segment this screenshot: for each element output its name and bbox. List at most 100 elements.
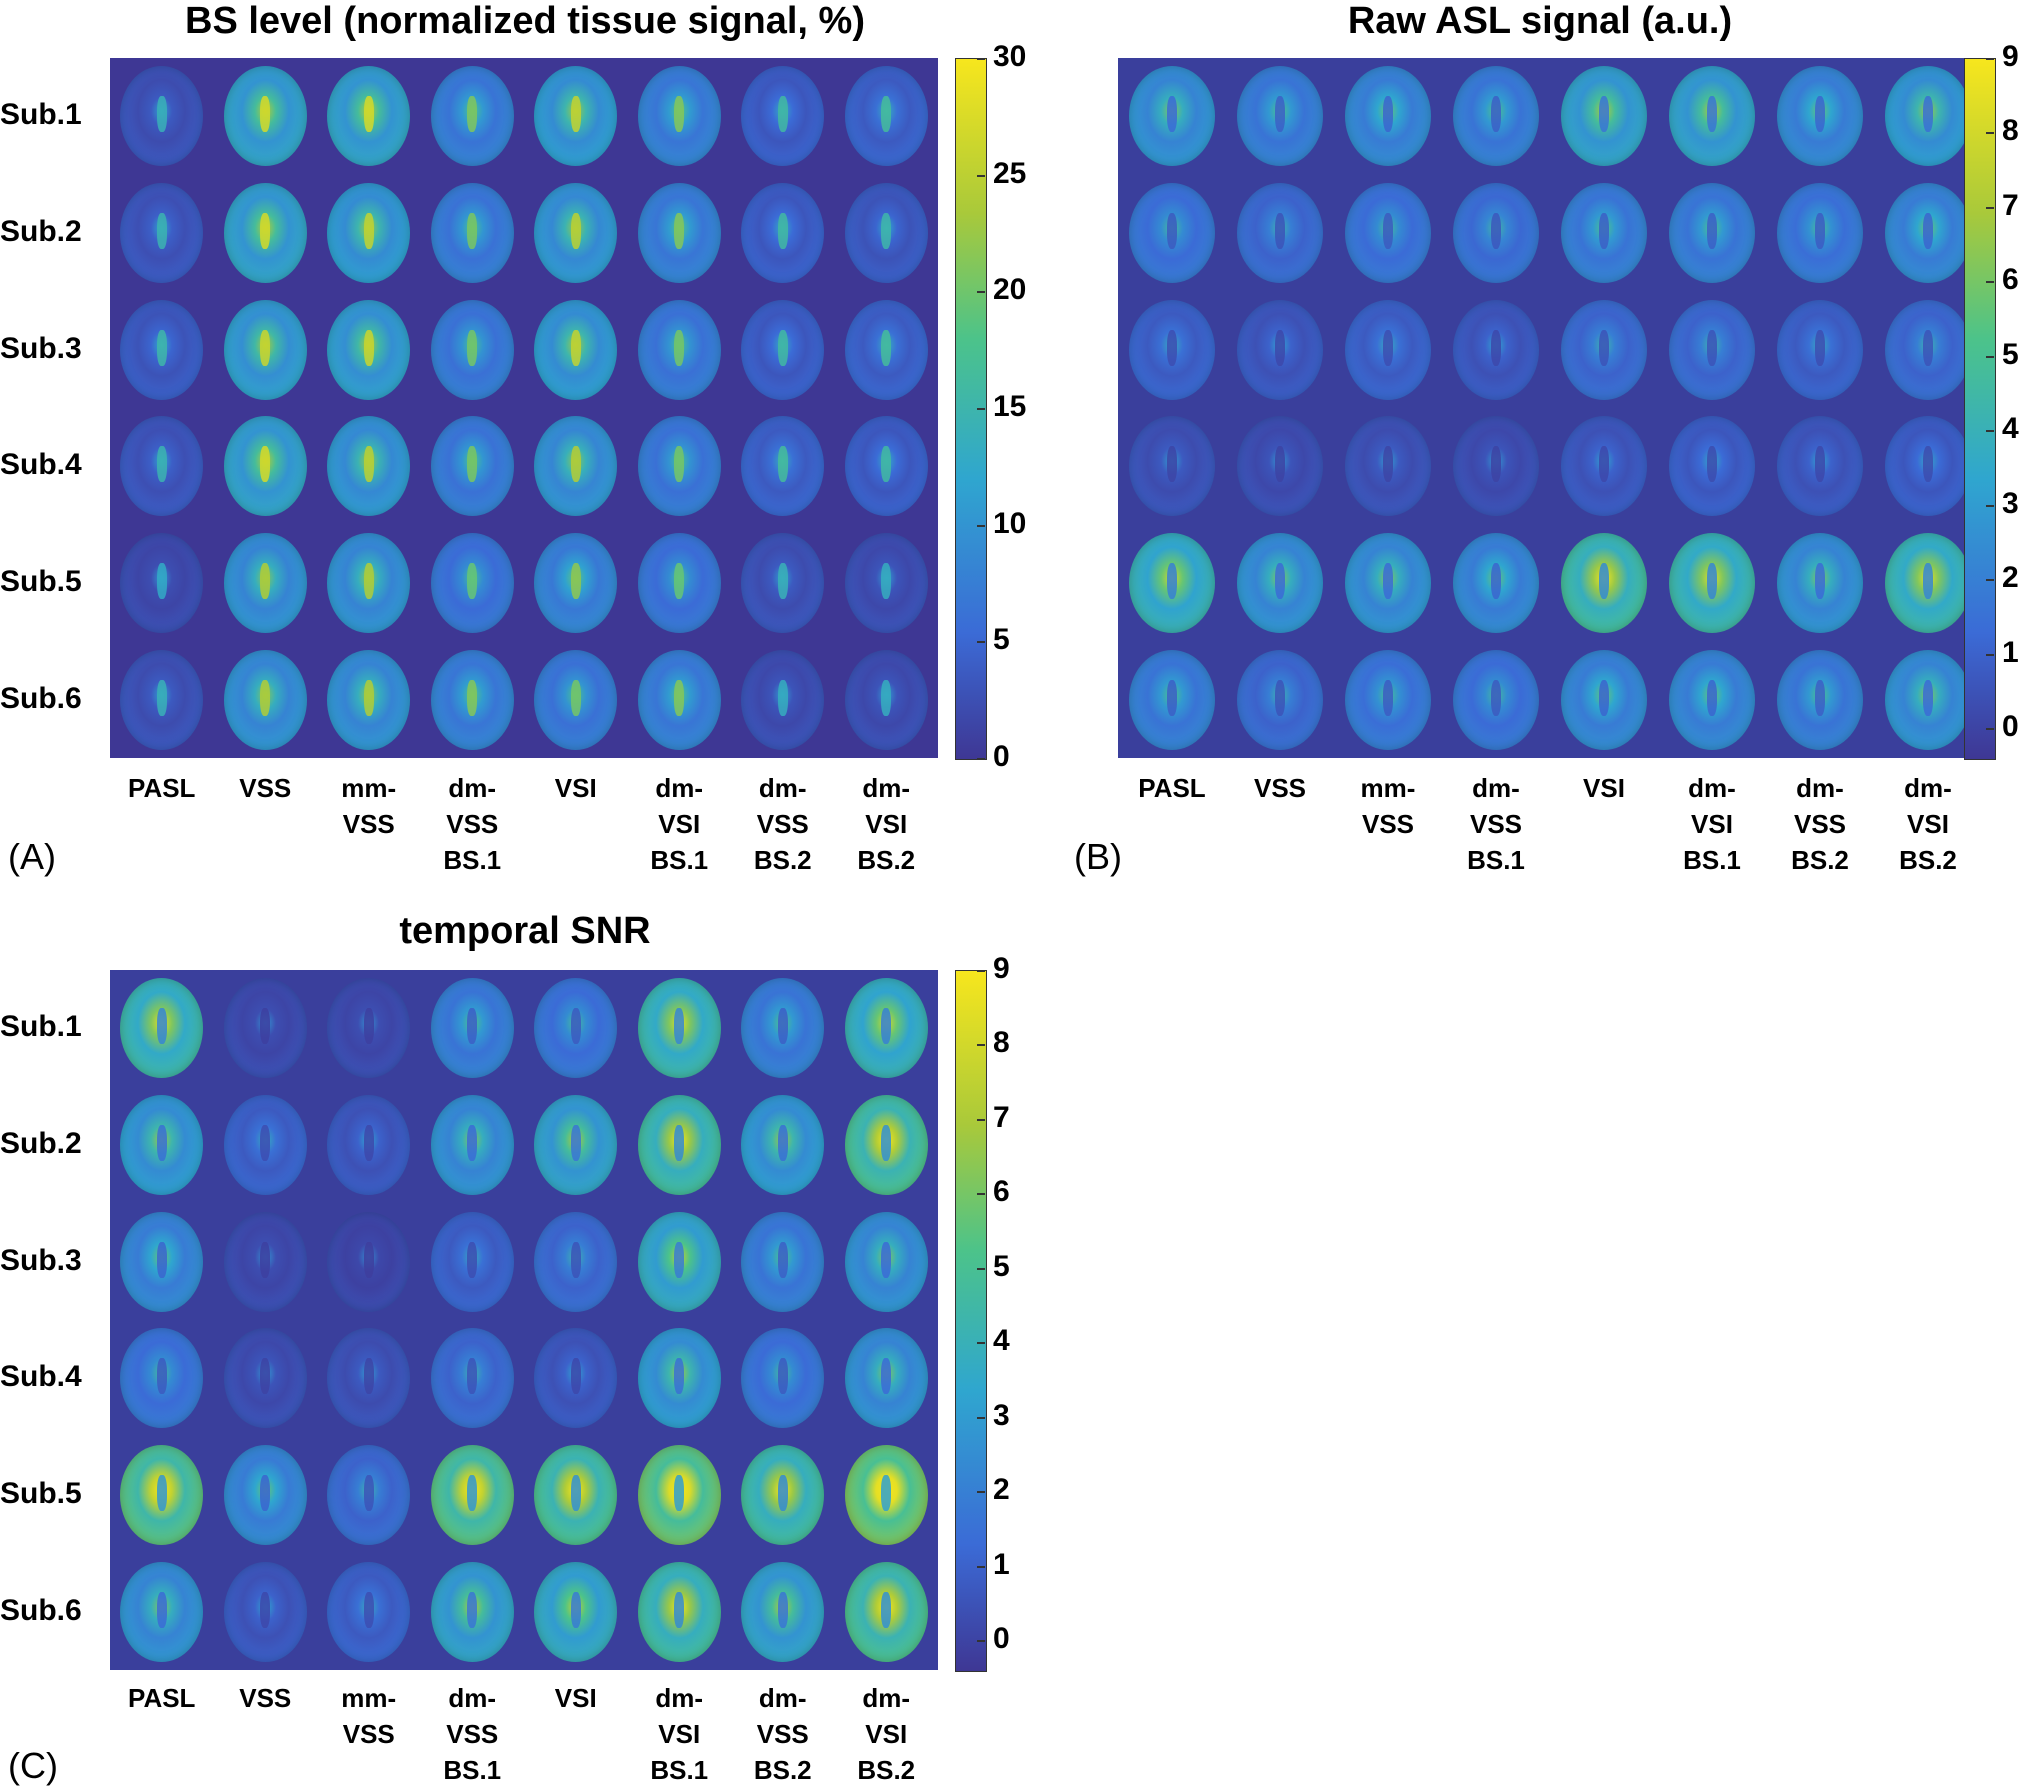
brain-slice (223, 1328, 307, 1429)
ventricle-shape (1490, 329, 1502, 366)
brain-slice (223, 649, 307, 750)
ventricle-shape (1814, 562, 1826, 600)
brain-slice (1560, 416, 1648, 517)
ventricle-shape (674, 1008, 685, 1045)
ventricle-shape (570, 1474, 581, 1512)
brain-slice (1236, 66, 1324, 167)
colorbar-tick-label: 5 (2002, 337, 2019, 371)
brain-slice (120, 1211, 204, 1312)
colorbar-tick-mark (1986, 579, 1994, 582)
ventricle-shape (156, 329, 167, 366)
colorbar-tick-label: 7 (2002, 188, 2019, 222)
column-label: dm- VSI BS.2 (857, 773, 916, 875)
ventricle-shape (777, 1124, 788, 1162)
brain-slice (637, 1444, 721, 1546)
ventricle-shape (467, 212, 478, 250)
ventricle-shape (1922, 562, 1934, 600)
colorbar-tick-mark (977, 758, 985, 760)
ventricle-shape (467, 1474, 478, 1512)
ventricle-shape (1382, 679, 1394, 716)
ventricle-shape (156, 1008, 167, 1045)
brain-slice (1236, 649, 1324, 750)
ventricle-shape (1706, 212, 1718, 250)
ventricle-shape (467, 1008, 478, 1045)
ventricle-shape (1274, 562, 1286, 600)
brain-slice (223, 416, 307, 517)
colorbar-tick-mark (1986, 504, 1994, 507)
ventricle-shape (260, 1358, 271, 1395)
ventricle-shape (570, 329, 581, 366)
brain-slice (1236, 532, 1324, 634)
brain-slice (637, 532, 721, 634)
ventricle-shape (777, 96, 788, 133)
ventricle-shape (467, 1358, 478, 1395)
brain-slice (120, 978, 204, 1079)
column-label: dm- VSI BS.1 (650, 1683, 709, 1785)
brain-slice (741, 182, 825, 284)
ventricle-shape (777, 329, 788, 366)
column-label: PASL (1138, 773, 1206, 803)
ventricle-shape (881, 96, 892, 133)
ventricle-shape (674, 679, 685, 716)
ventricle-shape (674, 1358, 685, 1395)
ventricle-shape (777, 562, 788, 600)
brain-slice (430, 532, 514, 634)
ventricle-shape (1814, 96, 1826, 133)
brain-slice (327, 299, 411, 400)
brain-slice (1884, 182, 1972, 284)
brain-slice (534, 299, 618, 400)
brain-slice (1668, 416, 1756, 517)
ventricle-shape (674, 446, 685, 483)
colorbar-tick-label: 1 (2002, 635, 2019, 669)
ventricle-shape (1274, 446, 1286, 483)
ventricle-shape (1706, 562, 1718, 600)
column-label: VSS (239, 773, 292, 803)
ventricle-shape (1706, 446, 1718, 483)
ventricle-shape (467, 562, 478, 600)
ventricle-shape (156, 1241, 167, 1278)
brain-slice (120, 649, 204, 750)
brain-slice (120, 1444, 204, 1546)
brain-slice (1452, 299, 1540, 400)
colorbar-tick-mark (977, 970, 985, 972)
brain-slice (223, 182, 307, 284)
ventricle-shape (1274, 679, 1286, 716)
brain-slice (223, 532, 307, 634)
column-label: dm- VSS BS.1 (443, 773, 502, 875)
ventricle-shape (1706, 96, 1718, 133)
brain-slice (223, 1094, 307, 1196)
ventricle-shape (570, 446, 581, 483)
ventricle-shape (881, 1008, 892, 1045)
ventricle-shape (1382, 446, 1394, 483)
ventricle-shape (570, 212, 581, 250)
brain-slice (327, 416, 411, 517)
row-label: Sub.3 (0, 331, 82, 365)
brain-slice (741, 1328, 825, 1429)
colorbar-tick-mark (1986, 132, 1994, 135)
brain-slice (327, 1328, 411, 1429)
ventricle-shape (777, 446, 788, 483)
brain-slice (1560, 649, 1648, 750)
column-label: PASL (128, 1683, 196, 1713)
ventricle-shape (156, 96, 167, 133)
brain-slice (327, 1444, 411, 1546)
brain-slice (844, 1211, 928, 1312)
ventricle-shape (260, 1008, 271, 1045)
ventricle-shape (1814, 329, 1826, 366)
colorbar-tick-mark (1986, 728, 1994, 730)
brain-slice (1128, 66, 1216, 167)
brain-slice (637, 1561, 721, 1662)
brain-slice (1236, 299, 1324, 400)
brain-slice (1776, 66, 1864, 167)
ventricle-shape (1166, 446, 1178, 483)
brain-slice (1776, 182, 1864, 284)
brain-slice (223, 1211, 307, 1312)
brain-slice (1452, 649, 1540, 750)
brain-slice (327, 1211, 411, 1312)
brain-slice (1560, 299, 1648, 400)
ventricle-shape (881, 446, 892, 483)
ventricle-shape (1598, 212, 1610, 250)
ventricle-shape (467, 1124, 478, 1162)
brain-slice (741, 1094, 825, 1196)
ventricle-shape (467, 329, 478, 366)
